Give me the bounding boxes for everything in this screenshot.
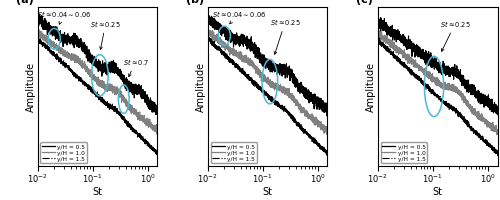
Text: (a): (a) — [16, 0, 34, 5]
Legend: y/H = 0.5, y/H = 1.0, y/H = 1.5: y/H = 0.5, y/H = 1.0, y/H = 1.5 — [380, 143, 428, 163]
X-axis label: St: St — [92, 186, 102, 196]
Text: $St \approx 0.25$: $St \approx 0.25$ — [270, 17, 301, 55]
Text: $St \approx 0.25$: $St \approx 0.25$ — [440, 19, 471, 52]
Text: $St \approx 0.25$: $St \approx 0.25$ — [90, 19, 121, 50]
Text: $St \approx 0.04{\sim}0.06$: $St \approx 0.04{\sim}0.06$ — [212, 9, 266, 25]
Y-axis label: Amplitude: Amplitude — [366, 62, 376, 112]
Text: (b): (b) — [186, 0, 204, 5]
Legend: y/H = 0.5, y/H = 1.0, y/H = 1.5: y/H = 0.5, y/H = 1.0, y/H = 1.5 — [40, 143, 87, 163]
Y-axis label: Amplitude: Amplitude — [196, 62, 206, 112]
Legend: y/H = 0.5, y/H = 1.0, y/H = 1.5: y/H = 0.5, y/H = 1.0, y/H = 1.5 — [210, 143, 257, 163]
X-axis label: St: St — [262, 186, 272, 196]
Text: $St \approx 0.04{\sim}0.06$: $St \approx 0.04{\sim}0.06$ — [36, 9, 91, 25]
Text: (c): (c) — [356, 0, 373, 5]
Text: $St \approx 0.7$: $St \approx 0.7$ — [122, 57, 149, 77]
Y-axis label: Amplitude: Amplitude — [26, 62, 36, 112]
X-axis label: St: St — [432, 186, 442, 196]
